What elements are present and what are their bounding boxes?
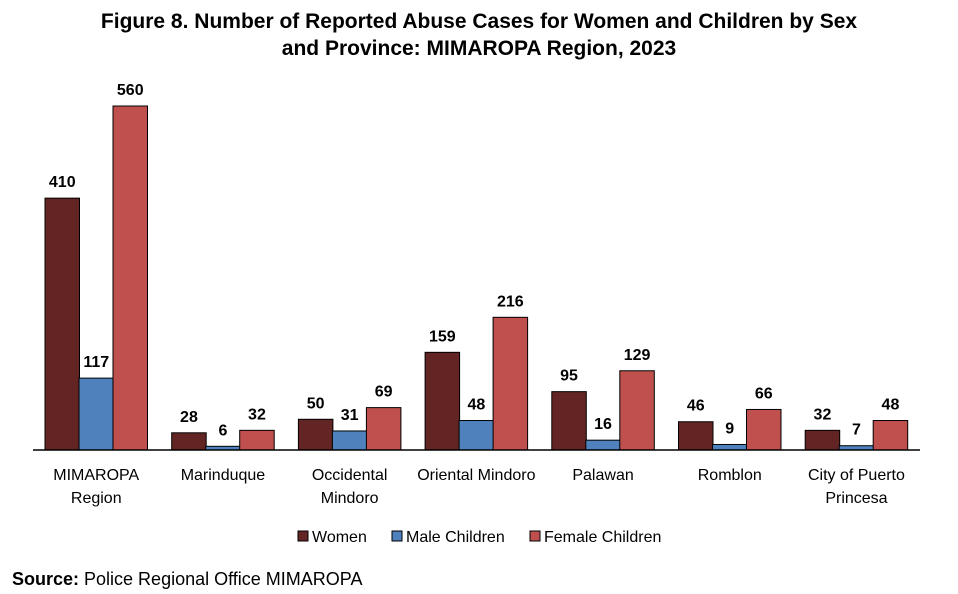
bar-male-children	[585, 439, 621, 451]
bar-women	[171, 432, 207, 451]
bar-women	[297, 418, 334, 451]
legend-label-women: Women	[312, 529, 367, 546]
bar-female-children	[746, 408, 782, 451]
data-label-male-children: 117	[83, 354, 109, 371]
bar-female-children	[112, 105, 148, 451]
data-label-female-children: 216	[497, 293, 524, 310]
category-label: Marinduque	[181, 467, 266, 484]
data-label-female-children: 48	[882, 397, 900, 414]
data-label-women: 32	[814, 406, 832, 423]
data-label-male-children: 6	[218, 422, 227, 439]
bar-male-children	[712, 443, 748, 451]
category-label: Occidental	[312, 467, 388, 484]
category-label: Palawan	[572, 467, 633, 484]
bar-male-children	[78, 377, 114, 451]
chart-title-line-1: Figure 8. Number of Reported Abuse Cases…	[100, 10, 858, 33]
chart-title-line-2: and Province: MIMAROPA Region, 2023	[281, 37, 677, 60]
bar-female-children	[872, 420, 909, 451]
bar-male-children	[458, 420, 495, 451]
source-text: Police Regional Office MIMAROPA	[79, 569, 363, 589]
data-label-women: 28	[180, 409, 198, 426]
bar-female-children	[239, 429, 275, 451]
data-label-female-children: 32	[248, 406, 266, 423]
data-label-women: 159	[429, 328, 456, 345]
bar-female-children	[492, 316, 529, 451]
data-label-women: 410	[49, 174, 76, 191]
legend-label-female-children: Female Children	[544, 529, 661, 546]
category-label: Mindoro	[321, 490, 379, 507]
bar-women	[424, 351, 461, 451]
legend-swatch-women	[297, 530, 309, 542]
legend-swatch-female-children	[529, 530, 541, 542]
source-note: Source: Police Regional Office MIMAROPA	[12, 568, 362, 590]
data-label-women: 95	[560, 368, 578, 385]
data-label-female-children: 560	[117, 82, 144, 99]
data-label-male-children: 16	[594, 416, 612, 433]
bar-women	[551, 391, 587, 451]
data-label-male-children: 7	[852, 422, 861, 439]
category-label: Oriental Mindoro	[417, 467, 535, 484]
bar-women	[678, 421, 714, 451]
bar-male-children	[331, 430, 368, 451]
bar-female-children	[365, 407, 402, 451]
data-label-female-children: 129	[624, 347, 651, 364]
chart-title: Figure 8. Number of Reported Abuse Cases…	[0, 8, 958, 62]
bar-female-children	[619, 370, 655, 451]
legend-swatch-male-children	[391, 530, 403, 542]
data-label-women: 46	[687, 398, 705, 415]
bar-women	[804, 429, 841, 451]
data-label-female-children: 69	[375, 384, 393, 401]
bar-women	[44, 197, 80, 451]
data-label-female-children: 66	[755, 385, 773, 402]
data-label-women: 50	[307, 395, 325, 412]
category-label: Princesa	[825, 490, 887, 507]
category-label: MIMAROPA	[53, 467, 139, 484]
data-label-male-children: 31	[341, 407, 359, 424]
source-label: Source:	[12, 569, 80, 589]
data-label-male-children: 9	[725, 420, 734, 437]
data-label-male-children: 48	[467, 397, 485, 414]
category-label: Region	[71, 490, 122, 507]
legend-label-male-children: Male Children	[406, 529, 505, 546]
category-label: City of Puerto	[808, 467, 905, 484]
category-label: Romblon	[698, 467, 762, 484]
